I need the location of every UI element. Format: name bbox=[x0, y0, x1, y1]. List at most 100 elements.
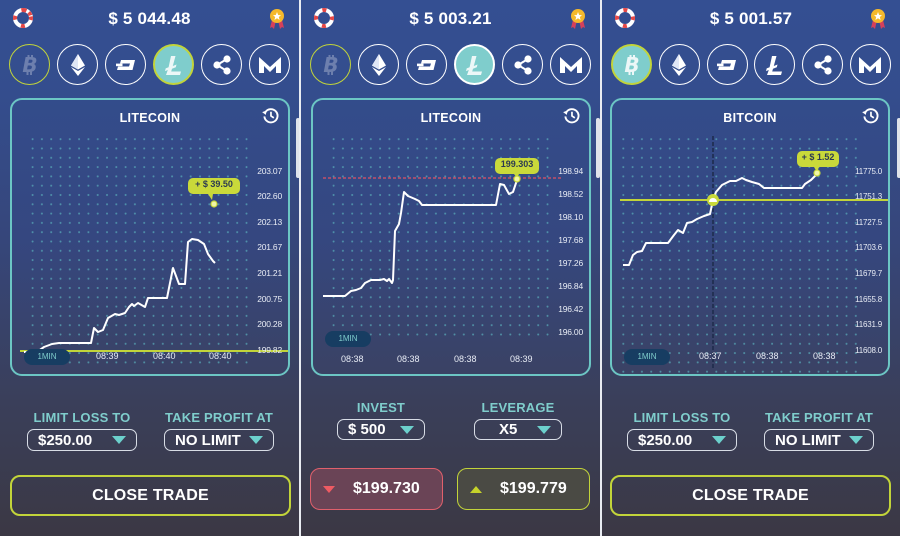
ripple-icon bbox=[813, 53, 833, 76]
bitcoin-icon bbox=[623, 52, 640, 77]
leverage-label: LEVERAGE bbox=[481, 400, 555, 415]
top-bar: $ 5 044.48 bbox=[0, 0, 299, 38]
history-icon[interactable] bbox=[262, 107, 279, 124]
x-axis-label: 08:38 bbox=[397, 354, 420, 364]
x-axis-label: 08:39 bbox=[510, 354, 533, 364]
y-axis-label: 200.75 bbox=[257, 294, 282, 304]
scrollbar[interactable] bbox=[897, 118, 900, 178]
chart-title: BITCOIN bbox=[723, 111, 777, 125]
coin-ethereum[interactable] bbox=[658, 44, 700, 85]
dropdown-arrow-icon bbox=[112, 436, 126, 444]
take-profit-dropdown[interactable]: NO LIMIT bbox=[764, 429, 874, 451]
limit-loss-dropdown[interactable]: $250.00 bbox=[627, 429, 737, 451]
coin-bitcoin[interactable] bbox=[611, 44, 652, 85]
monero-icon bbox=[559, 56, 582, 73]
close-trade-button[interactable]: CLOSE TRADE bbox=[610, 475, 891, 516]
price-tooltip-text: 199.303 bbox=[500, 159, 534, 169]
coin-bitcoin[interactable] bbox=[9, 44, 50, 85]
invest-value: $ 500 bbox=[348, 421, 386, 438]
y-axis-label: 200.28 bbox=[257, 319, 282, 329]
trade-screen-3: $ 5 001.57 bbox=[602, 0, 900, 536]
take-profit-label: TAKE PROFIT AT bbox=[165, 410, 273, 425]
coin-monero[interactable] bbox=[550, 44, 591, 85]
y-axis-label: 199.82 bbox=[257, 345, 282, 355]
coin-ethereum[interactable] bbox=[358, 44, 399, 85]
x-axis-label: 08:38 bbox=[454, 354, 477, 364]
coin-ripple[interactable] bbox=[502, 44, 543, 85]
x-axis-label: 08:38 bbox=[756, 351, 779, 361]
take-profit-dropdown[interactable]: NO LIMIT bbox=[164, 429, 274, 451]
y-axis-label: 11727.5 bbox=[855, 218, 882, 227]
x-axis-label: 08:38 bbox=[341, 354, 364, 364]
y-axis-label: 11631.9 bbox=[855, 320, 882, 329]
sell-price: $199.730 bbox=[353, 480, 420, 497]
dash-icon bbox=[717, 59, 737, 70]
leverage-control: LEVERAGE X5 bbox=[474, 400, 562, 440]
timeframe-button[interactable]: 1MIN bbox=[24, 349, 70, 365]
lifebuoy-help-icon[interactable] bbox=[314, 8, 334, 28]
coin-litecoin[interactable] bbox=[454, 44, 495, 85]
price-chart-panel: BITCOIN 11775.0 11751.3 11727.5 11703.6 … bbox=[610, 98, 890, 376]
take-profit-label: TAKE PROFIT AT bbox=[765, 410, 873, 425]
profit-tooltip-text: + $ 1.52 bbox=[801, 152, 835, 162]
leverage-value: X5 bbox=[499, 421, 518, 438]
chart-title: LITECOIN bbox=[420, 111, 482, 125]
coin-selector bbox=[9, 44, 290, 86]
account-balance: $ 5 003.21 bbox=[409, 9, 492, 28]
coin-dash[interactable] bbox=[105, 44, 146, 85]
medal-achievements-icon[interactable] bbox=[870, 8, 886, 30]
medal-achievements-icon[interactable] bbox=[269, 8, 285, 30]
coin-ripple[interactable] bbox=[201, 44, 242, 85]
coin-bitcoin[interactable] bbox=[310, 44, 351, 85]
coin-dash[interactable] bbox=[406, 44, 447, 85]
coin-ethereum[interactable] bbox=[57, 44, 98, 85]
trade-controls: INVEST $ 500 LEVERAGE X5 bbox=[301, 400, 600, 448]
invest-dropdown[interactable]: $ 500 bbox=[337, 419, 425, 440]
price-chart[interactable] bbox=[612, 100, 892, 378]
price-chart-panel: LITECOIN 203.07 202.60 202.13 201.67 201… bbox=[10, 98, 290, 376]
y-axis-label: 11608.0 bbox=[855, 346, 882, 355]
y-axis-label: 202.13 bbox=[257, 217, 282, 227]
profit-tooltip-text: + $ 39.50 bbox=[195, 179, 233, 189]
price-chart-panel: LITECOIN 198.94 198.52 198.10 197.68 197… bbox=[311, 98, 591, 376]
history-icon[interactable] bbox=[862, 107, 879, 124]
timeframe-button[interactable]: 1MIN bbox=[325, 331, 371, 347]
sell-button[interactable]: $199.730 bbox=[310, 468, 443, 510]
coin-dash[interactable] bbox=[706, 44, 748, 85]
profit-tooltip bbox=[797, 151, 839, 177]
coin-litecoin[interactable] bbox=[153, 44, 194, 85]
coin-litecoin[interactable] bbox=[754, 44, 796, 85]
history-icon[interactable] bbox=[563, 107, 580, 124]
y-axis-label: 198.10 bbox=[558, 212, 583, 222]
y-axis-label: 196.00 bbox=[558, 327, 583, 337]
timeframe-button[interactable]: 1MIN bbox=[624, 349, 670, 365]
ripple-icon bbox=[512, 53, 533, 76]
close-trade-button[interactable]: CLOSE TRADE bbox=[10, 475, 291, 516]
price-tooltip bbox=[495, 158, 539, 183]
ethereum-icon bbox=[672, 53, 687, 76]
leverage-dropdown[interactable]: X5 bbox=[474, 419, 562, 440]
limit-loss-dropdown[interactable]: $250.00 bbox=[27, 429, 137, 451]
coin-ripple[interactable] bbox=[802, 44, 844, 85]
dropdown-arrow-icon bbox=[849, 436, 863, 444]
dropdown-arrow-icon bbox=[537, 425, 551, 434]
scrollbar[interactable] bbox=[296, 118, 299, 178]
dropdown-arrow-icon bbox=[400, 425, 414, 434]
coin-monero[interactable] bbox=[849, 44, 891, 85]
lifebuoy-help-icon[interactable] bbox=[13, 8, 33, 28]
limit-loss-control: LIMIT LOSS TO $250.00 bbox=[627, 410, 737, 451]
scrollbar[interactable] bbox=[596, 118, 600, 178]
limit-loss-control: LIMIT LOSS TO $250.00 bbox=[27, 410, 137, 451]
y-axis-label: 197.26 bbox=[558, 258, 583, 268]
lifebuoy-help-icon[interactable] bbox=[615, 8, 635, 28]
y-axis-label: 11775.0 bbox=[855, 167, 882, 176]
medal-achievements-icon[interactable] bbox=[570, 8, 586, 30]
coin-monero[interactable] bbox=[249, 44, 290, 85]
dropdown-arrow-icon bbox=[712, 436, 726, 444]
price-chart[interactable] bbox=[12, 100, 292, 378]
buy-button[interactable]: $199.779 bbox=[457, 468, 590, 510]
price-chart[interactable] bbox=[313, 100, 593, 378]
profit-tooltip bbox=[188, 178, 240, 208]
coin-selector bbox=[310, 44, 591, 86]
down-arrow-icon bbox=[323, 485, 335, 493]
